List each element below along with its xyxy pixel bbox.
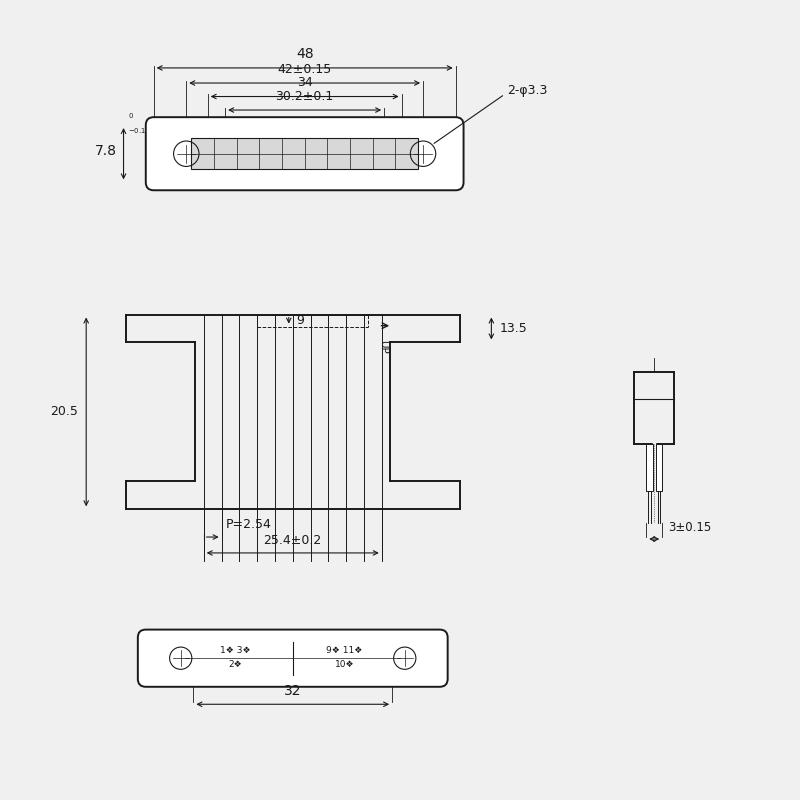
Text: 48: 48 [296, 46, 314, 61]
Text: 13.5: 13.5 [499, 322, 527, 335]
Text: 25.4±0.2: 25.4±0.2 [264, 534, 322, 547]
Text: P=2.54: P=2.54 [226, 518, 271, 531]
Text: 2-φ3.3: 2-φ3.3 [507, 84, 548, 97]
Text: $^{0}$: $^{0}$ [127, 113, 134, 122]
Bar [191, 138, 418, 170]
Text: 20.5: 20.5 [50, 406, 78, 418]
Text: 9❖ 11❖: 9❖ 11❖ [326, 646, 362, 654]
FancyBboxPatch shape [146, 117, 463, 190]
Bar [656, 444, 662, 491]
FancyBboxPatch shape [138, 630, 448, 686]
Text: 30.2±0.1: 30.2±0.1 [275, 90, 334, 103]
Text: 2❖: 2❖ [229, 660, 242, 669]
Text: 34: 34 [297, 76, 313, 90]
Text: 9: 9 [297, 314, 305, 327]
Text: 1❖ 3❖: 1❖ 3❖ [220, 646, 251, 654]
Text: 42±0.15: 42±0.15 [278, 63, 332, 76]
Text: 32: 32 [284, 684, 302, 698]
Text: $_{-0.1}$: $_{-0.1}$ [127, 126, 146, 136]
Text: UP: UP [378, 340, 389, 354]
Text: 10❖: 10❖ [334, 660, 354, 669]
Bar [646, 444, 653, 491]
Text: 3±0.15: 3±0.15 [669, 522, 712, 534]
Text: 7.8: 7.8 [95, 143, 117, 158]
